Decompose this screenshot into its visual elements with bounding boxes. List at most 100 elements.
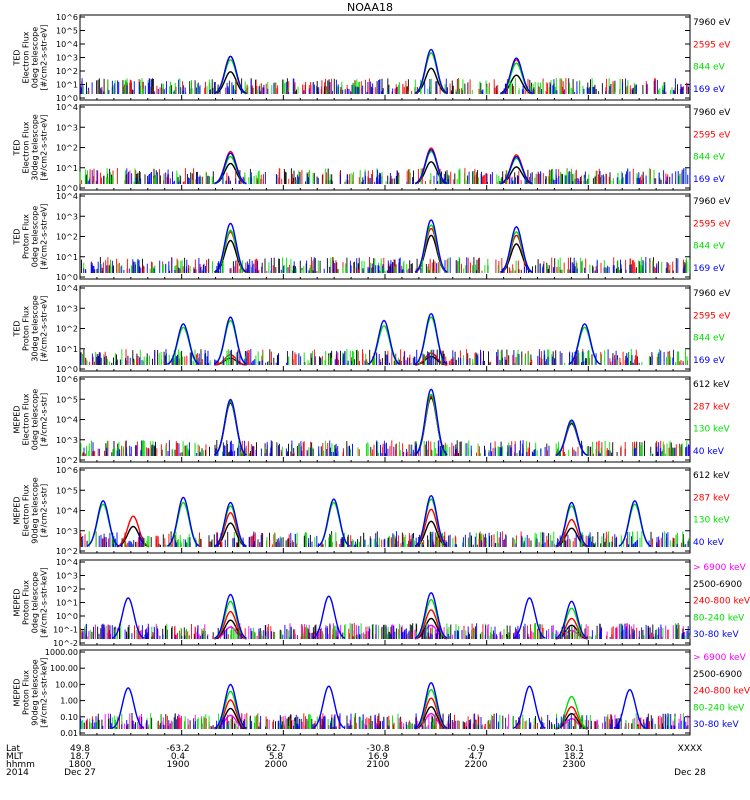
y-axis-label-line: [#/cm2-s-str-keV] (40, 657, 49, 728)
y-tick-label: 10^3 (56, 436, 78, 445)
y-axis-label-line: 0deg telescope (31, 572, 40, 633)
y-tick-label: 10^5 (56, 486, 78, 495)
x-tick-mlt: 16.9 (368, 752, 388, 762)
x-tick-date: Dec 27 (64, 768, 96, 778)
x-tick-lat: XXXX (678, 744, 703, 754)
legend-entry: 7960 eV (693, 197, 731, 207)
series-noise (82, 623, 689, 639)
y-tick-label: 10^4 (56, 192, 78, 201)
legend-entry: 612 keV (693, 380, 730, 390)
x-tick-mlt: 18.2 (564, 752, 584, 762)
series-pass (618, 499, 652, 547)
y-axis-label: TEDElectron Flux0deg telescope[#/cm2-s-s… (13, 24, 49, 90)
series-pass (513, 597, 546, 639)
y-axis-label: MEPEDProton Flux0deg telescope[#/cm2-s-s… (13, 567, 49, 638)
y-tick-label: 10^2 (56, 456, 78, 465)
y-axis-label-line: TED (13, 320, 22, 337)
series-pass (214, 501, 247, 547)
y-axis-label: TEDProton Flux0deg telescope[#/cm2-s-str… (13, 203, 49, 269)
x-tick-mlt: 0.4 (171, 752, 186, 762)
x-tick-date: Dec 28 (674, 768, 706, 778)
legend-entry: 7960 eV (693, 289, 731, 299)
legend-entry: 80-240 keV (693, 613, 745, 623)
y-axis-label-line: Proton Flux (22, 306, 31, 351)
legend-entry: 40 keV (693, 538, 725, 548)
x-tick-hhmm: 1900 (167, 760, 190, 770)
y-axis-label-line: Proton Flux (22, 580, 31, 625)
figure-title: NOAA18 (347, 1, 393, 14)
series-pass (214, 55, 247, 94)
y-axis-label-line: [#/cm2-s-str-eV] (40, 295, 49, 361)
legend-entry: 2500-6900 (693, 580, 742, 590)
y-axis-label-line: 0deg telescope (31, 206, 40, 267)
y-axis-label: MEPEDElectron Flux0deg telescope[#/cm2-s… (13, 389, 49, 450)
y-tick-label: 100.00 (50, 664, 78, 673)
y-tick-label: 10^4 (56, 103, 78, 112)
y-tick-label: 0.01 (60, 729, 78, 738)
y-tick-label: 10^2 (56, 144, 78, 153)
series-pass (555, 600, 588, 639)
y-axis-label-line: [#/cm2-s-str] (40, 484, 49, 537)
series-pass (214, 152, 247, 185)
y-tick-label: 10^3 (56, 572, 78, 581)
series-noise (80, 78, 689, 94)
y-tick-label: 10^6 (56, 466, 78, 475)
series-pass (214, 316, 247, 365)
series-pass (312, 685, 346, 729)
legend-entry: 240-800 keV (693, 597, 750, 607)
y-axis-label-line: [#/cm2-s-str-eV] (40, 203, 49, 269)
series-pass (214, 593, 247, 639)
series-pass (414, 312, 448, 365)
series-pass (214, 707, 247, 730)
y-axis-label-line: [#/cm2-s-str-eV] (40, 114, 49, 180)
y-tick-label: 10^0 (56, 273, 78, 282)
x-tick-lat: 49.8 (70, 744, 90, 754)
x-tick-mlt: 5.8 (269, 752, 284, 762)
y-tick-label: 10^4 (56, 284, 78, 293)
series-noise (83, 257, 686, 273)
x-row-label: MLT (6, 752, 24, 762)
legend-entry: 40 keV (693, 447, 725, 457)
series-pass (414, 149, 448, 185)
y-axis-label-line: [#/cm2-s-str] (40, 393, 49, 446)
series-pass (414, 161, 448, 185)
x-row-label: hhmm (6, 760, 35, 770)
series-pass (214, 222, 247, 273)
series-pass (568, 323, 601, 365)
series-noise (80, 78, 690, 94)
y-axis-label-line: Electron Flux (22, 484, 31, 536)
y-tick-label: 10^3 (56, 123, 78, 132)
y-axis-label-line: 30deg telescope (31, 114, 40, 181)
series-pass (500, 225, 533, 273)
series-pass (214, 683, 247, 729)
y-tick-label: 10^-1 (53, 626, 78, 635)
y-tick-label: 10^2 (56, 585, 78, 594)
x-tick-hhmm: 2200 (465, 760, 488, 770)
y-tick-label: 10^5 (56, 27, 78, 36)
y-axis-label: MEPEDProton Flux90deg telescope[#/cm2-s-… (13, 657, 49, 728)
series-pass (500, 155, 533, 185)
y-axis-label-line: MEPED (13, 406, 22, 434)
y-tick-label: 0.10 (60, 713, 78, 722)
y-tick-label: 10^2 (56, 325, 78, 334)
legend-entry: 844 eV (693, 334, 726, 344)
legend-entry: 30-80 keV (693, 720, 739, 730)
y-axis-label-line: TED (13, 228, 22, 245)
y-tick-label: 10^1 (56, 253, 78, 262)
panel-7: 10^4 10^3 10^2 10^1 10^0 10^-1 10^-2 MEPEDProto… (13, 558, 750, 648)
x-tick-hhmm: 2300 (563, 760, 586, 770)
x-tick-mlt: 18.7 (70, 752, 90, 762)
panel-5: 10^6 10^5 10^4 10^3 10^2 MEPEDElectron Flux0d… (13, 375, 731, 465)
y-axis-label-line: MEPED (13, 679, 22, 707)
series-pass (214, 398, 247, 456)
legend-entry: 169 eV (693, 356, 726, 366)
y-tick-label: 10^0 (56, 184, 78, 193)
y-tick-label: 10^1 (56, 345, 78, 354)
series-pass (312, 595, 346, 639)
y-tick-label: 10^0 (56, 365, 78, 374)
series-pass (414, 681, 448, 729)
panel-6: 10^6 10^5 10^4 10^3 10^2 MEPEDElectron Flux90… (13, 466, 731, 556)
y-axis-label-line: 0deg telescope (31, 389, 40, 450)
series-pass (414, 591, 448, 639)
legend-entry: 2500-6900 (693, 670, 742, 680)
